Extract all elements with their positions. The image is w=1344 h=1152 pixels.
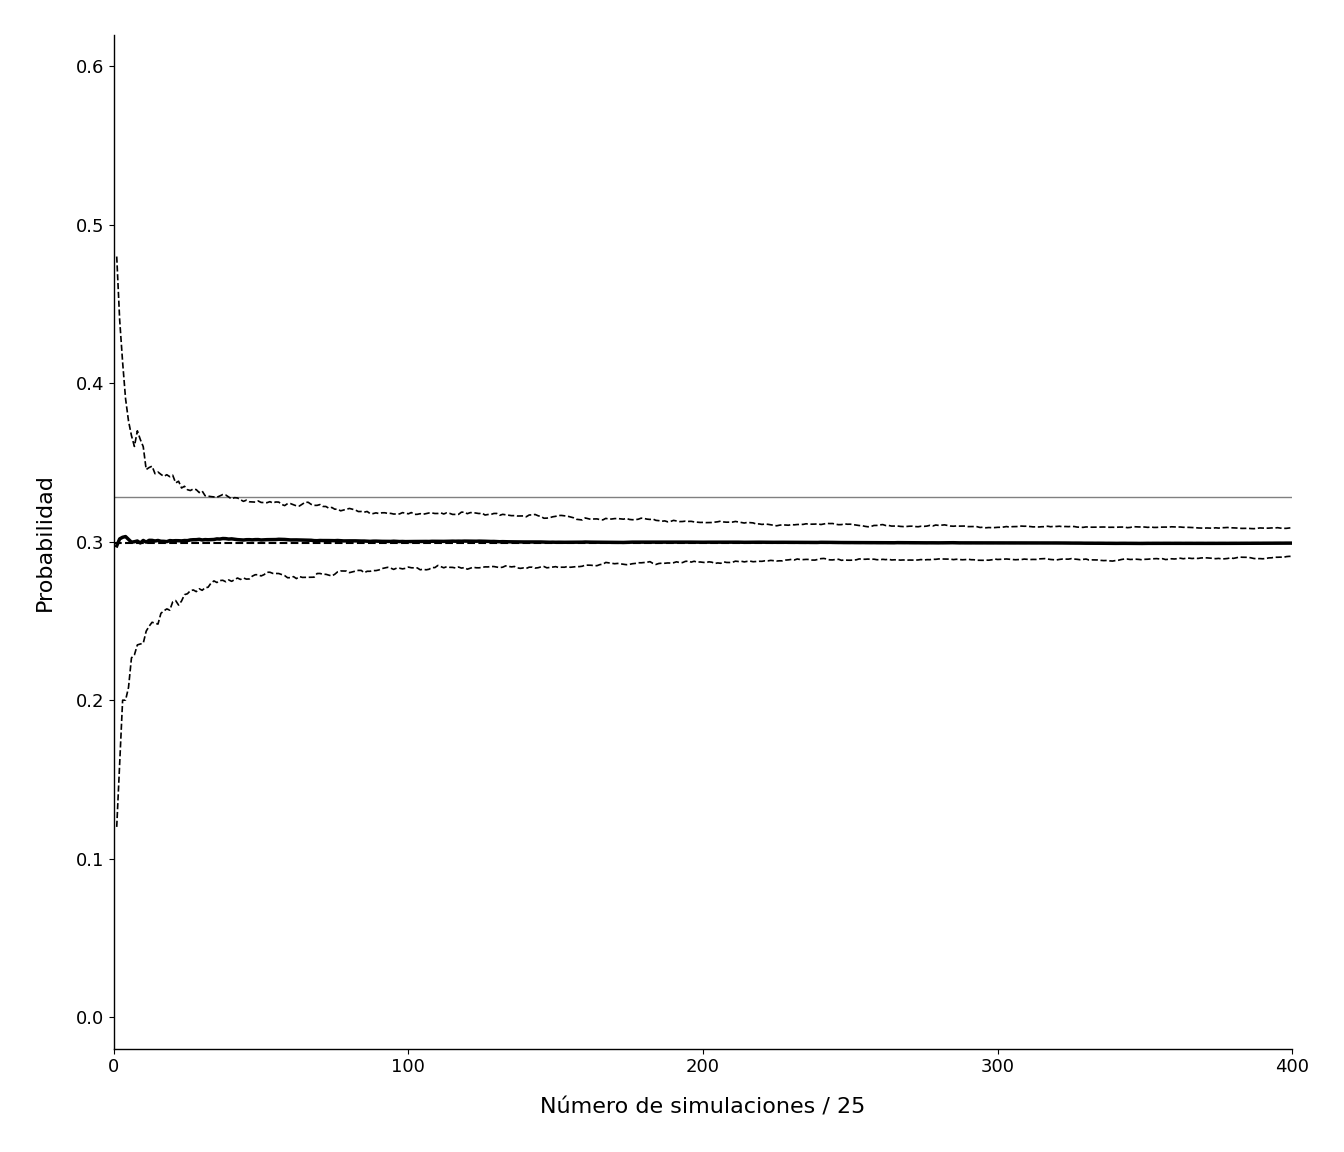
X-axis label: Número de simulaciones / 25: Número de simulaciones / 25 <box>540 1097 866 1117</box>
Y-axis label: Probabilidad: Probabilidad <box>35 472 55 611</box>
